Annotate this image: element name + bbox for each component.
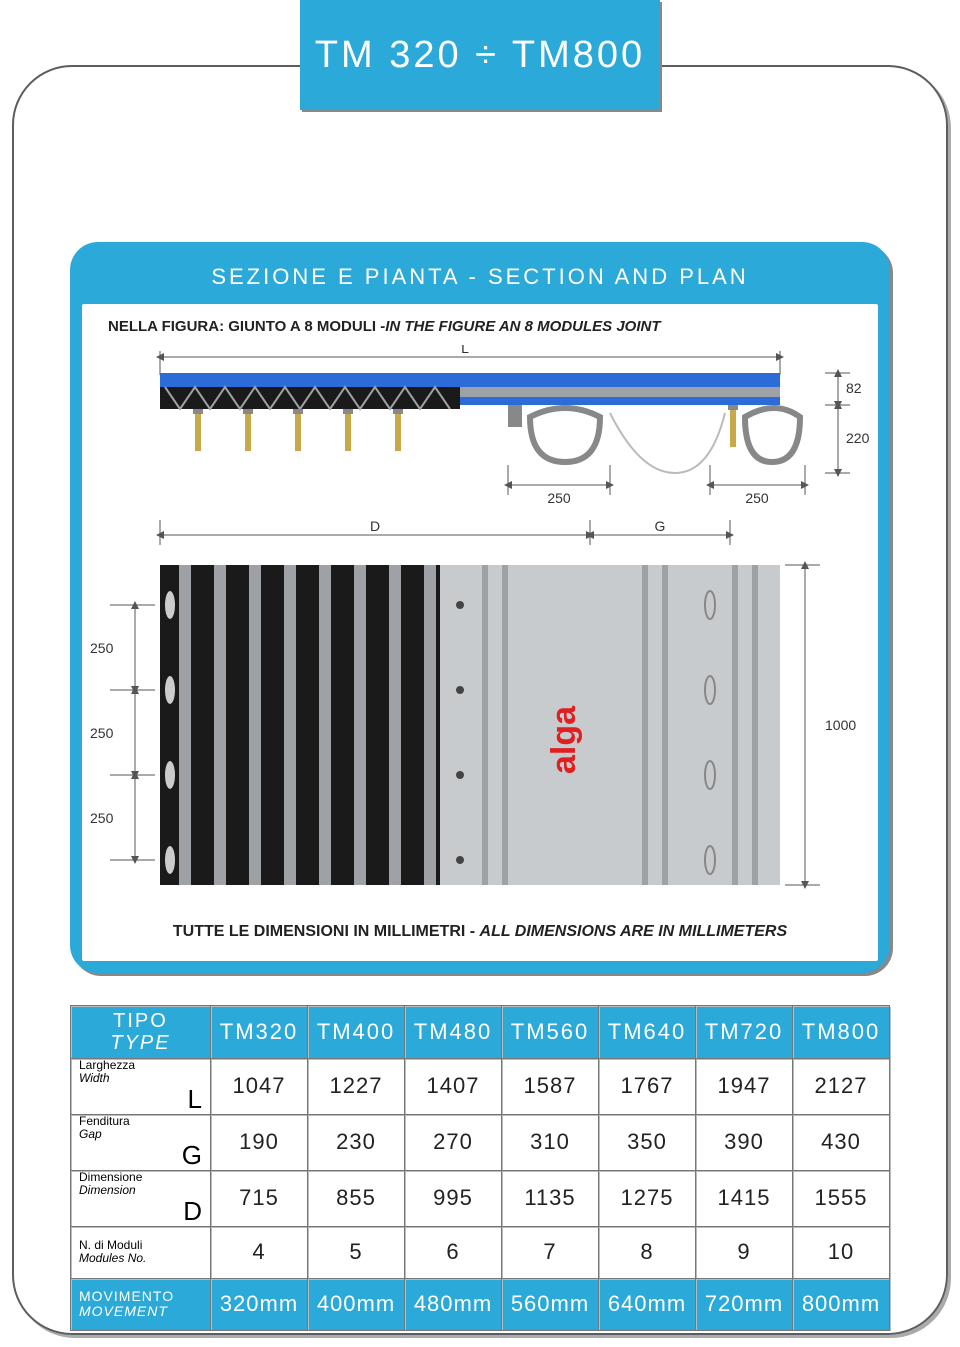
- row-D: Dimensione Dimension D 715 855 995 1135 …: [71, 1170, 890, 1226]
- note-en: ALL DIMENSIONS ARE IN MILLIMETERS: [480, 923, 788, 940]
- fig-caption-en: -IN THE FIGURE AN 8 MODULES JOINT: [380, 318, 660, 335]
- page-title: TM 320 ÷ TM800: [315, 34, 645, 77]
- cover-plate: [460, 387, 780, 397]
- dim-G: G: [655, 518, 666, 534]
- right-anchors: [508, 405, 800, 473]
- row-label-modules: N. di Moduli Modules No.: [71, 1226, 211, 1278]
- panel-header: SEZIONE E PIANTA - SECTION AND PLAN: [82, 254, 878, 304]
- dimensions-note: TUTTE LE DIMENSIONI IN MILLIMETRI - ALL …: [90, 905, 870, 945]
- col-2: TM480: [405, 1006, 502, 1059]
- dim-220: 220: [846, 430, 870, 446]
- col-0: TM320: [211, 1006, 308, 1059]
- rubber-modules: [160, 387, 460, 409]
- panel-inner: NELLA FIGURA: GIUNTO A 8 MODULI -IN THE …: [82, 304, 878, 961]
- top-rail: [160, 373, 780, 387]
- col-3: TM560: [502, 1006, 599, 1059]
- note-it: TUTTE LE DIMENSIONI IN MILLIMETRI -: [173, 923, 480, 940]
- col-4: TM640: [599, 1006, 696, 1059]
- technical-diagram: L: [90, 345, 870, 905]
- col-1: TM400: [308, 1006, 405, 1059]
- dim-250b: 250: [745, 490, 769, 506]
- figure-caption: NELLA FIGURA: GIUNTO A 8 MODULI -IN THE …: [90, 312, 870, 345]
- plan-dim-1: 250: [90, 725, 114, 741]
- col-6: TM800: [793, 1006, 890, 1059]
- header-type: TIPO TYPE: [71, 1006, 211, 1059]
- table-header-row: TIPO TYPE TM320 TM400 TM480 TM560 TM640 …: [71, 1006, 890, 1059]
- col-5: TM720: [696, 1006, 793, 1059]
- row-label-G: Fenditura Gap G: [71, 1114, 211, 1170]
- title-tab: TM 320 ÷ TM800: [300, 0, 660, 110]
- alga-logo: alga: [545, 705, 583, 774]
- dim-L: L: [461, 345, 469, 356]
- row-L: Larghezza Width L 1047 1227 1407 1587 17…: [71, 1059, 890, 1115]
- plan-dim-1000: 1000: [825, 717, 856, 733]
- diagram-panel: SEZIONE E PIANTA - SECTION AND PLAN NELL…: [70, 242, 890, 973]
- row-modules: N. di Moduli Modules No. 4 5 6 7 8 9 10: [71, 1226, 890, 1278]
- row-G: Fenditura Gap G 190 230 270 310 350 390 …: [71, 1114, 890, 1170]
- diagram-svg: L: [90, 345, 870, 905]
- plan-dim-0: 250: [90, 640, 114, 656]
- row-label-L: Larghezza Width L: [71, 1059, 211, 1115]
- plan-view: alga 250 250 250 1000: [90, 565, 856, 885]
- dim-D: D: [370, 518, 380, 534]
- row-label-D: Dimensione Dimension D: [71, 1170, 211, 1226]
- row-movement: MOVIMENTO MOVEMENT 320mm 400mm 480mm 560…: [71, 1278, 890, 1330]
- fig-caption-it: NELLA FIGURA: GIUNTO A 8 MODULI: [108, 318, 380, 335]
- spec-table: TIPO TYPE TM320 TM400 TM480 TM560 TM640 …: [70, 1005, 890, 1331]
- dim-250a: 250: [547, 490, 571, 506]
- dim-82: 82: [846, 380, 862, 396]
- row-label-movement: MOVIMENTO MOVEMENT: [71, 1278, 211, 1330]
- plan-dim-2: 250: [90, 810, 114, 826]
- anchor-bolts: [193, 409, 403, 451]
